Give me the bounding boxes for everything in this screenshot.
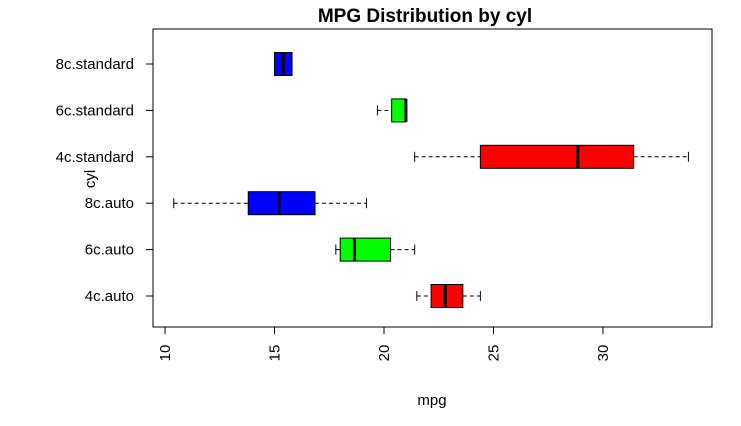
y-tick-label-6c-auto: 6c.auto — [85, 242, 134, 259]
y-tick-label-6c-standard: 6c.standard — [56, 102, 134, 119]
box-4c-standard — [414, 144, 689, 169]
x-tick-label-15: 15 — [267, 345, 284, 362]
box-body-4c-standard — [479, 144, 635, 169]
x-axis: 10 15 20 25 30 — [157, 326, 612, 362]
boxes-group — [173, 52, 689, 308]
y-tick-label-4c-standard: 4c.standard — [56, 149, 134, 166]
chart-title: MPG Distribution by cyl — [318, 6, 532, 27]
box-body-8c-auto — [247, 191, 316, 216]
box-body-4c-auto — [430, 284, 464, 308]
box-6c-standard — [376, 98, 408, 123]
box-body-6c-standard — [391, 98, 407, 123]
y-tick-label-4c-auto: 4c.auto — [85, 288, 134, 305]
box-8c-auto — [173, 191, 367, 216]
x-tick-label-25: 25 — [486, 345, 503, 362]
box-body-6c-auto — [339, 237, 392, 262]
plot-area-frame — [152, 28, 713, 328]
x-tick-label-20: 20 — [376, 345, 393, 362]
x-tick-label-10: 10 — [157, 345, 174, 362]
y-tick-label-8c-auto: 8c.auto — [85, 195, 134, 212]
box-4c-auto — [416, 284, 481, 308]
y-axis-label: cyl — [82, 170, 99, 188]
y-tick-label-8c-standard: 8c.standard — [56, 56, 134, 73]
box-6c-auto — [335, 237, 416, 262]
y-axis: 4c.auto 6c.auto 8c.auto 4c.standard 6c.stand… — [56, 56, 153, 305]
box-8c-standard — [274, 52, 293, 76]
x-axis-label: mpg — [417, 392, 446, 409]
x-tick-label-30: 30 — [595, 345, 612, 362]
